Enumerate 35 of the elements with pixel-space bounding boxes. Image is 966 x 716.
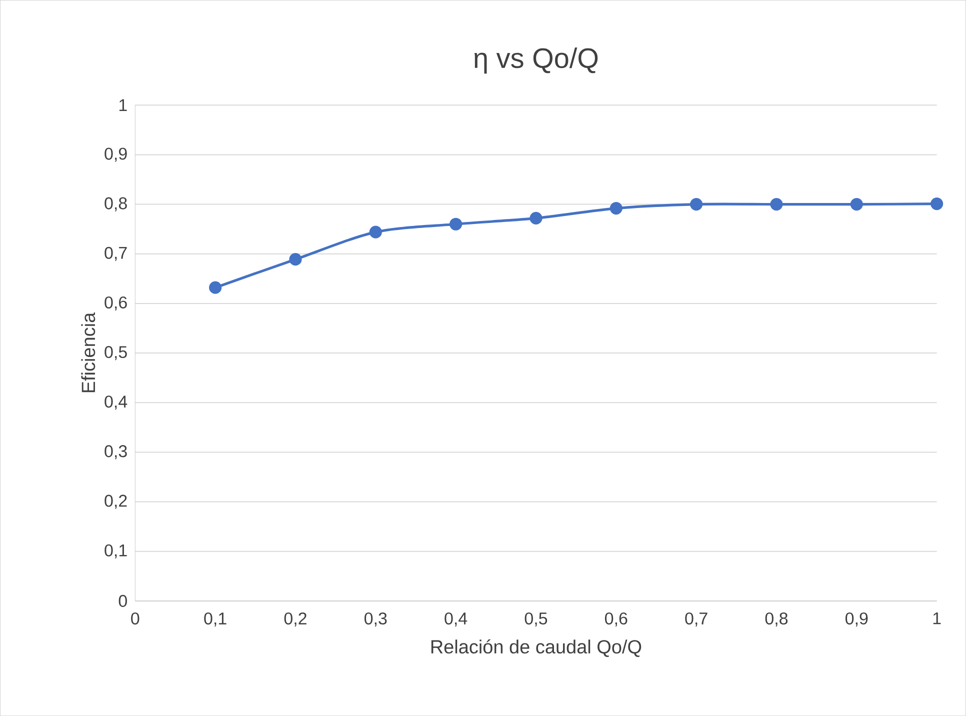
x-tick-label: 0,4 — [444, 612, 468, 626]
y-tick-label: 0,7 — [104, 246, 127, 261]
point — [690, 198, 703, 211]
x-tick-label: 1 — [933, 612, 941, 624]
y-tick-label: 0,9 — [104, 148, 127, 162]
y-tick-label: 0,8 — [104, 197, 127, 212]
point — [209, 281, 222, 294]
y-axis-title: Eficiencia — [81, 312, 96, 392]
x-tick-label: 0,1 — [204, 612, 226, 626]
y-tick-label: 0 — [118, 594, 127, 607]
y-tick-label: 0,5 — [104, 346, 127, 360]
point — [610, 202, 622, 215]
x-axis-title: Relación de caudal Qo/Q — [431, 639, 642, 657]
x-tick-label: 0,7 — [685, 612, 708, 626]
y-tick-label: 1 — [119, 99, 127, 111]
y-tick-label: 0,3 — [104, 445, 127, 460]
point — [530, 212, 542, 224]
y-tick-label: 0,1 — [104, 544, 127, 558]
x-tick-label: 0,8 — [765, 612, 788, 626]
y-tick-label: 0,2 — [104, 494, 127, 509]
point — [850, 198, 863, 211]
x-tick-label: 0,5 — [524, 612, 548, 626]
x-tick-label: 0,6 — [604, 612, 628, 626]
point — [369, 226, 382, 238]
x-tick-label: 0 — [131, 612, 140, 624]
x-tick-label: 0,2 — [284, 612, 306, 626]
x-tick-label: 0,3 — [364, 612, 387, 626]
y-tick-label: 0,4 — [104, 396, 128, 410]
x-tick-label: 0,9 — [845, 612, 868, 626]
point — [930, 197, 944, 210]
chart-title: η vs Qo/Q — [474, 48, 598, 74]
point — [770, 198, 783, 211]
y-tick-label: 0,6 — [104, 296, 127, 310]
point — [289, 252, 302, 266]
point — [450, 218, 462, 230]
